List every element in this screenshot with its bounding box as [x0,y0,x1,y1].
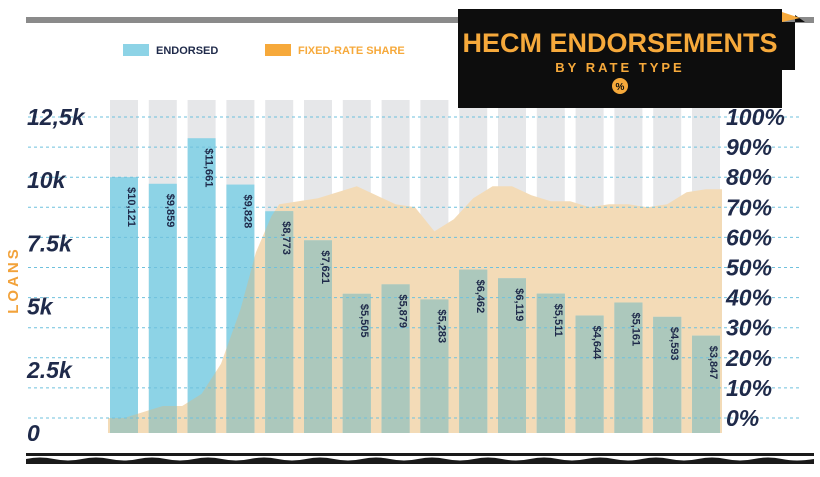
y-tick-label: 10k [27,167,67,193]
legend-swatch-fixed-rate [265,44,291,56]
bar-endorsed-overlap [653,316,682,433]
y2-tick-label: 10% [726,375,772,401]
percent-badge-text: % [616,82,625,93]
fixed-rate-area-path [108,186,722,433]
y-tick-label: 5k [27,294,54,320]
y-tick-label: 2.5k [26,357,73,383]
bar-value-label: $5,511 [552,304,564,337]
bar-endorsed-overlap [459,269,488,433]
bar-endorsed-overlap [498,278,526,433]
bottom-rule-wave [26,457,814,464]
bar-labels: $10,121 $9,859 $11,661 $9,828 $8,773 $7,621 $5… [125,148,719,379]
bar-value-label: $4,644 [591,326,603,361]
legend: ENDORSED FIXED-RATE SHARE [123,44,405,57]
y2-tick-label: 100% [726,104,785,130]
bar-endorsed-overlap [692,335,720,433]
bar-value-label: $5,161 [629,313,641,347]
chart-title: HECM ENDORSEMENTS [462,28,777,58]
y2-tick-label: 0% [726,405,759,431]
bar-endorsed-overlap [536,293,565,433]
percent-badge [612,78,628,94]
y2-tick-label: 50% [726,255,772,281]
legend-label-fixed-rate: FIXED-RATE SHARE [298,45,405,57]
bar-endorsed-overlap [265,211,294,433]
top-rule [26,17,814,23]
title-fold [782,12,800,22]
y2-tick-label: 90% [726,134,772,160]
y2-tick-label: 70% [726,194,772,220]
left-axis-ticks: 0 2.5k 5k 7.5k 10k 12,5k [26,104,86,446]
bar-value-label: $5,283 [435,309,447,343]
gridlines [28,116,800,419]
bar-value-label: $8,773 [280,221,292,255]
y2-tick-label: 80% [726,164,772,190]
y-tick-label: 0 [27,420,40,446]
bar-endorsed [148,183,177,433]
bar-endorsed [110,177,138,433]
fixed-rate-area [108,186,722,433]
bar-value-label: $5,879 [397,294,409,328]
bottom-rule-top [26,453,814,456]
bar-endorsed-overlap [304,240,332,433]
title-banner [458,9,805,108]
y2-tick-label: 40% [725,285,772,311]
bar-endorsed-overlap [342,293,371,433]
bar-value-label: $6,119 [513,288,525,321]
bar-value-label: $4,593 [668,327,680,361]
y-axis-title: LOANS [5,246,22,314]
right-axis-ticks: 0% 10% 20% 30% 40% 50% 60% 70% 80% 90% 100% [725,104,785,431]
chart-subtitle: BY RATE TYPE [555,60,684,75]
bar-value-label: $5,505 [358,304,370,338]
bar-value-label: $10,121 [125,187,137,227]
bar-endorsed-overlap [381,284,410,433]
y2-tick-label: 20% [725,345,772,371]
title-block: HECM ENDORSEMENTS BY RATE TYPE % [458,9,805,108]
y2-tick-label: 60% [726,224,772,250]
y2-tick-label: 30% [726,315,772,341]
bar-endorsed-overlap [614,302,643,433]
legend-swatch-endorsed [123,44,149,56]
bar-value-label: $3,847 [707,346,719,380]
bar-value-label: $7,621 [319,250,331,284]
bar-value-label: $9,859 [164,194,176,228]
bar-endorsed-overlap [575,315,604,433]
bar-endorsed-overlap [420,299,449,433]
bar-value-label: $6,462 [474,280,486,314]
y-tick-label: 12,5k [27,104,86,130]
legend-label-endorsed: ENDORSED [156,45,218,57]
bar-value-label: $9,828 [241,195,253,229]
bar-value-label: $11,661 [203,148,215,187]
y-tick-label: 7.5k [27,230,73,256]
